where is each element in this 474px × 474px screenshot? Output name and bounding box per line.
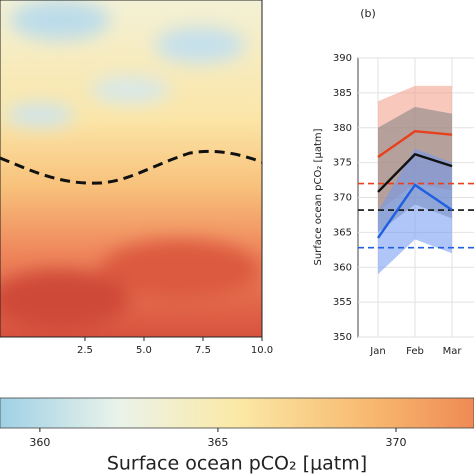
series-line xyxy=(377,183,453,239)
y-tick-label: 390 xyxy=(333,53,352,64)
uncertainty-band xyxy=(378,148,452,275)
chart-title: (b) xyxy=(360,7,376,20)
y-tick-label: 370 xyxy=(333,193,352,204)
series-line xyxy=(377,130,453,159)
x-tick-label: 370 xyxy=(386,436,407,449)
x-tick-label: Jan xyxy=(369,346,385,357)
colorbar-label: Surface ocean pCO₂ [μatm] xyxy=(107,453,367,474)
y-tick-label: 360 xyxy=(333,262,352,273)
colorbar xyxy=(0,397,474,429)
heatmap-frame xyxy=(0,0,263,338)
x-tick-label: 365 xyxy=(207,436,228,449)
x-tick-label: Feb xyxy=(406,346,424,357)
x-tick-label: 7.5 xyxy=(195,345,211,356)
series-line xyxy=(377,152,453,193)
y-tick-label: 380 xyxy=(333,123,352,134)
x-tick-label: 2.5 xyxy=(77,345,93,356)
x-tick-label: 360 xyxy=(29,436,50,449)
y-tick-label: 375 xyxy=(333,158,352,169)
y-tick-label: 365 xyxy=(333,227,352,238)
y-axis-label: Surface ocean pCO₂ [μatm] xyxy=(313,128,324,265)
x-tick-label: 5.0 xyxy=(136,345,152,356)
y-tick-label: 355 xyxy=(333,297,352,308)
x-tick-label: 10.0 xyxy=(251,345,273,356)
x-tick-label: Mar xyxy=(443,346,463,357)
y-tick-label: 350 xyxy=(333,332,352,343)
heatmap xyxy=(0,0,262,337)
y-tick-label: 385 xyxy=(333,88,352,99)
